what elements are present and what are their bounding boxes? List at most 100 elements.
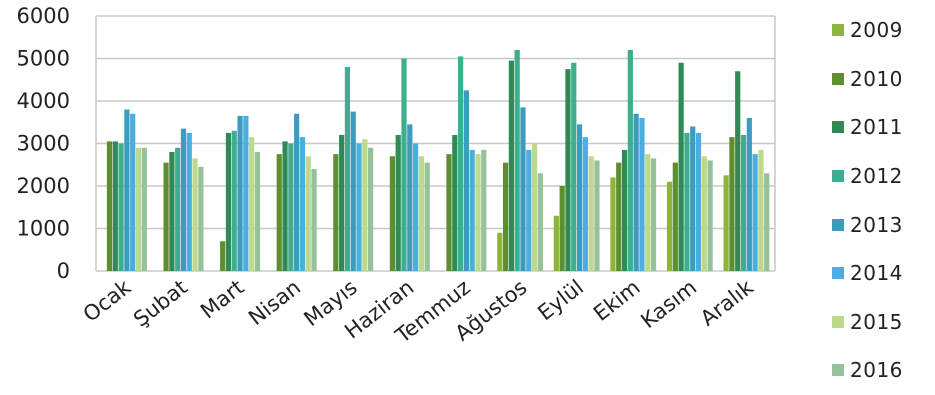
- bar-2014: [469, 149, 475, 272]
- bar-2010: [333, 154, 339, 272]
- bar-2016: [764, 173, 770, 271]
- x-tick-label: Kasım: [636, 275, 701, 333]
- bar-2015: [758, 149, 764, 272]
- legend-swatch: [832, 218, 844, 231]
- bar-2016: [537, 173, 543, 271]
- legend-label: 2009: [850, 18, 903, 43]
- bar-2016: [368, 147, 374, 271]
- bar-2009: [553, 215, 559, 271]
- bar-2011: [621, 149, 628, 272]
- bar-2016: [311, 169, 317, 271]
- bar-2015: [701, 156, 707, 271]
- bars: [106, 50, 770, 272]
- x-tick-label: Eylül: [533, 275, 588, 325]
- y-tick-label: 3000: [17, 132, 70, 156]
- bar-2013: [237, 115, 243, 272]
- bar-2014: [582, 137, 588, 272]
- y-gridlines: [96, 15, 775, 272]
- legend-swatch: [832, 170, 844, 183]
- legend-swatch: [832, 364, 844, 377]
- legend-item: 2015: [832, 298, 932, 347]
- legend-label: 2016: [850, 358, 903, 383]
- y-tick-label: 0: [57, 259, 70, 283]
- bar-2011: [339, 135, 345, 271]
- bar-2011: [678, 62, 684, 271]
- legend-item: 2013: [832, 200, 932, 249]
- bar-2011: [282, 141, 288, 272]
- bar-2016: [594, 160, 600, 271]
- bar-2015: [588, 156, 594, 271]
- bar-2014: [243, 115, 249, 272]
- bar-2011: [565, 69, 571, 272]
- legend-label: 2013: [850, 212, 903, 237]
- legend-item: 2012: [832, 152, 932, 201]
- bar-2010: [163, 162, 169, 272]
- bar-2016: [198, 166, 204, 272]
- chart: 0 1000 2000 3000 4000 5000 6000 Ocak Şubat Mart Ni…: [17, 4, 776, 348]
- y-tick-label: 4000: [17, 89, 70, 113]
- bar-2012: [684, 132, 690, 272]
- bar-2016: [481, 149, 487, 272]
- bar-2012: [344, 67, 351, 271]
- y-tick-label: 6000: [17, 4, 70, 28]
- bar-2010: [276, 154, 282, 272]
- legend-item: 2009: [832, 6, 932, 55]
- bar-2014: [130, 113, 136, 271]
- legend-swatch: [832, 24, 844, 37]
- bar-2011: [112, 141, 118, 272]
- legend-label: 2010: [850, 66, 903, 91]
- bar-2015: [418, 156, 425, 271]
- legend-swatch: [832, 121, 844, 134]
- bar-2010: [672, 162, 678, 272]
- legend-swatch: [832, 72, 844, 85]
- bar-2011: [225, 132, 232, 272]
- bar-2016: [424, 162, 430, 272]
- bar-2011: [395, 135, 401, 271]
- chart-legend: 2009 2010 2011 2012 2013 2014 2015 2016: [832, 6, 932, 395]
- bar-2011: [452, 135, 458, 271]
- legend-label: 2015: [850, 309, 903, 334]
- bar-2010: [502, 162, 509, 272]
- bar-2013: [407, 124, 413, 272]
- legend-item: 2014: [832, 249, 932, 298]
- legend-swatch: [832, 315, 844, 328]
- bar-2014: [695, 132, 702, 272]
- bar-2015: [135, 147, 142, 271]
- legend-item: 2010: [832, 55, 932, 104]
- bar-2014: [639, 118, 645, 271]
- bar-2016: [650, 158, 657, 272]
- x-tick-label: Ekim: [589, 275, 645, 326]
- bar-2014: [356, 143, 362, 271]
- bar-2016: [707, 160, 713, 271]
- bar-2013: [576, 124, 583, 272]
- bar-2014: [413, 143, 419, 271]
- bar-2013: [520, 107, 526, 272]
- y-tick-label: 5000: [17, 47, 70, 71]
- bar-2015: [531, 143, 538, 271]
- bar-2010: [729, 137, 735, 272]
- x-tick-label: Nisan: [244, 275, 305, 330]
- bar-2013: [463, 90, 469, 272]
- bar-2016: [141, 147, 147, 271]
- x-tick-label: Aralık: [696, 275, 758, 331]
- bar-2010: [389, 156, 396, 271]
- bar-2010: [446, 154, 452, 272]
- legend-item: 2016: [832, 346, 932, 395]
- bar-2014: [752, 154, 758, 272]
- bar-2013: [633, 113, 639, 271]
- bar-2012: [118, 143, 124, 271]
- bar-2009: [610, 177, 616, 271]
- legend-label: 2014: [850, 261, 903, 286]
- legend-swatch: [832, 267, 844, 280]
- bar-2014: [299, 137, 306, 272]
- y-tick-label: 2000: [17, 174, 70, 198]
- bar-2011: [508, 60, 514, 272]
- bar-2013: [350, 111, 356, 272]
- bar-2012: [627, 50, 633, 271]
- bar-2012: [457, 56, 464, 272]
- bar-2013: [294, 113, 300, 271]
- x-tick-label: Şubat: [129, 275, 192, 332]
- bar-2010: [559, 186, 565, 271]
- bar-2012: [571, 62, 577, 271]
